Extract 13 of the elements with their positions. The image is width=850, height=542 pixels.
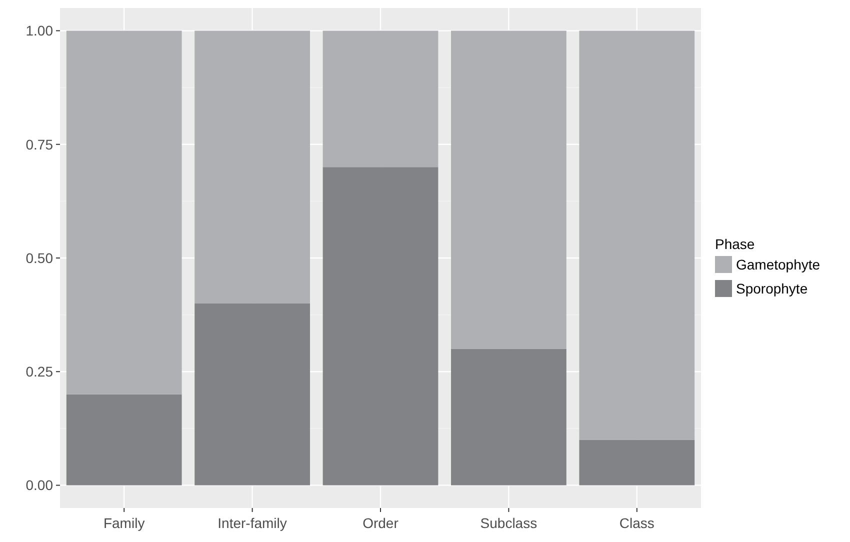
x-tick-label: Order [362, 515, 399, 531]
x-tick-label: Family [103, 515, 145, 531]
y-tick-label: 1.00 [26, 22, 54, 39]
x-tick-label: Class [619, 515, 654, 531]
y-tick-label: 0.25 [26, 364, 54, 380]
y-tick-label: 0.75 [26, 136, 54, 152]
x-tick-label: Subclass [480, 515, 538, 531]
x-tick-label: Inter-family [218, 515, 287, 531]
legend-label: Sporophyte [736, 280, 808, 296]
legend-title: Phase [715, 236, 755, 252]
legend-label: Gametophyte [736, 256, 820, 272]
y-tick-label: 0.00 [26, 477, 54, 494]
y-tick-label: 0.50 [26, 250, 54, 266]
